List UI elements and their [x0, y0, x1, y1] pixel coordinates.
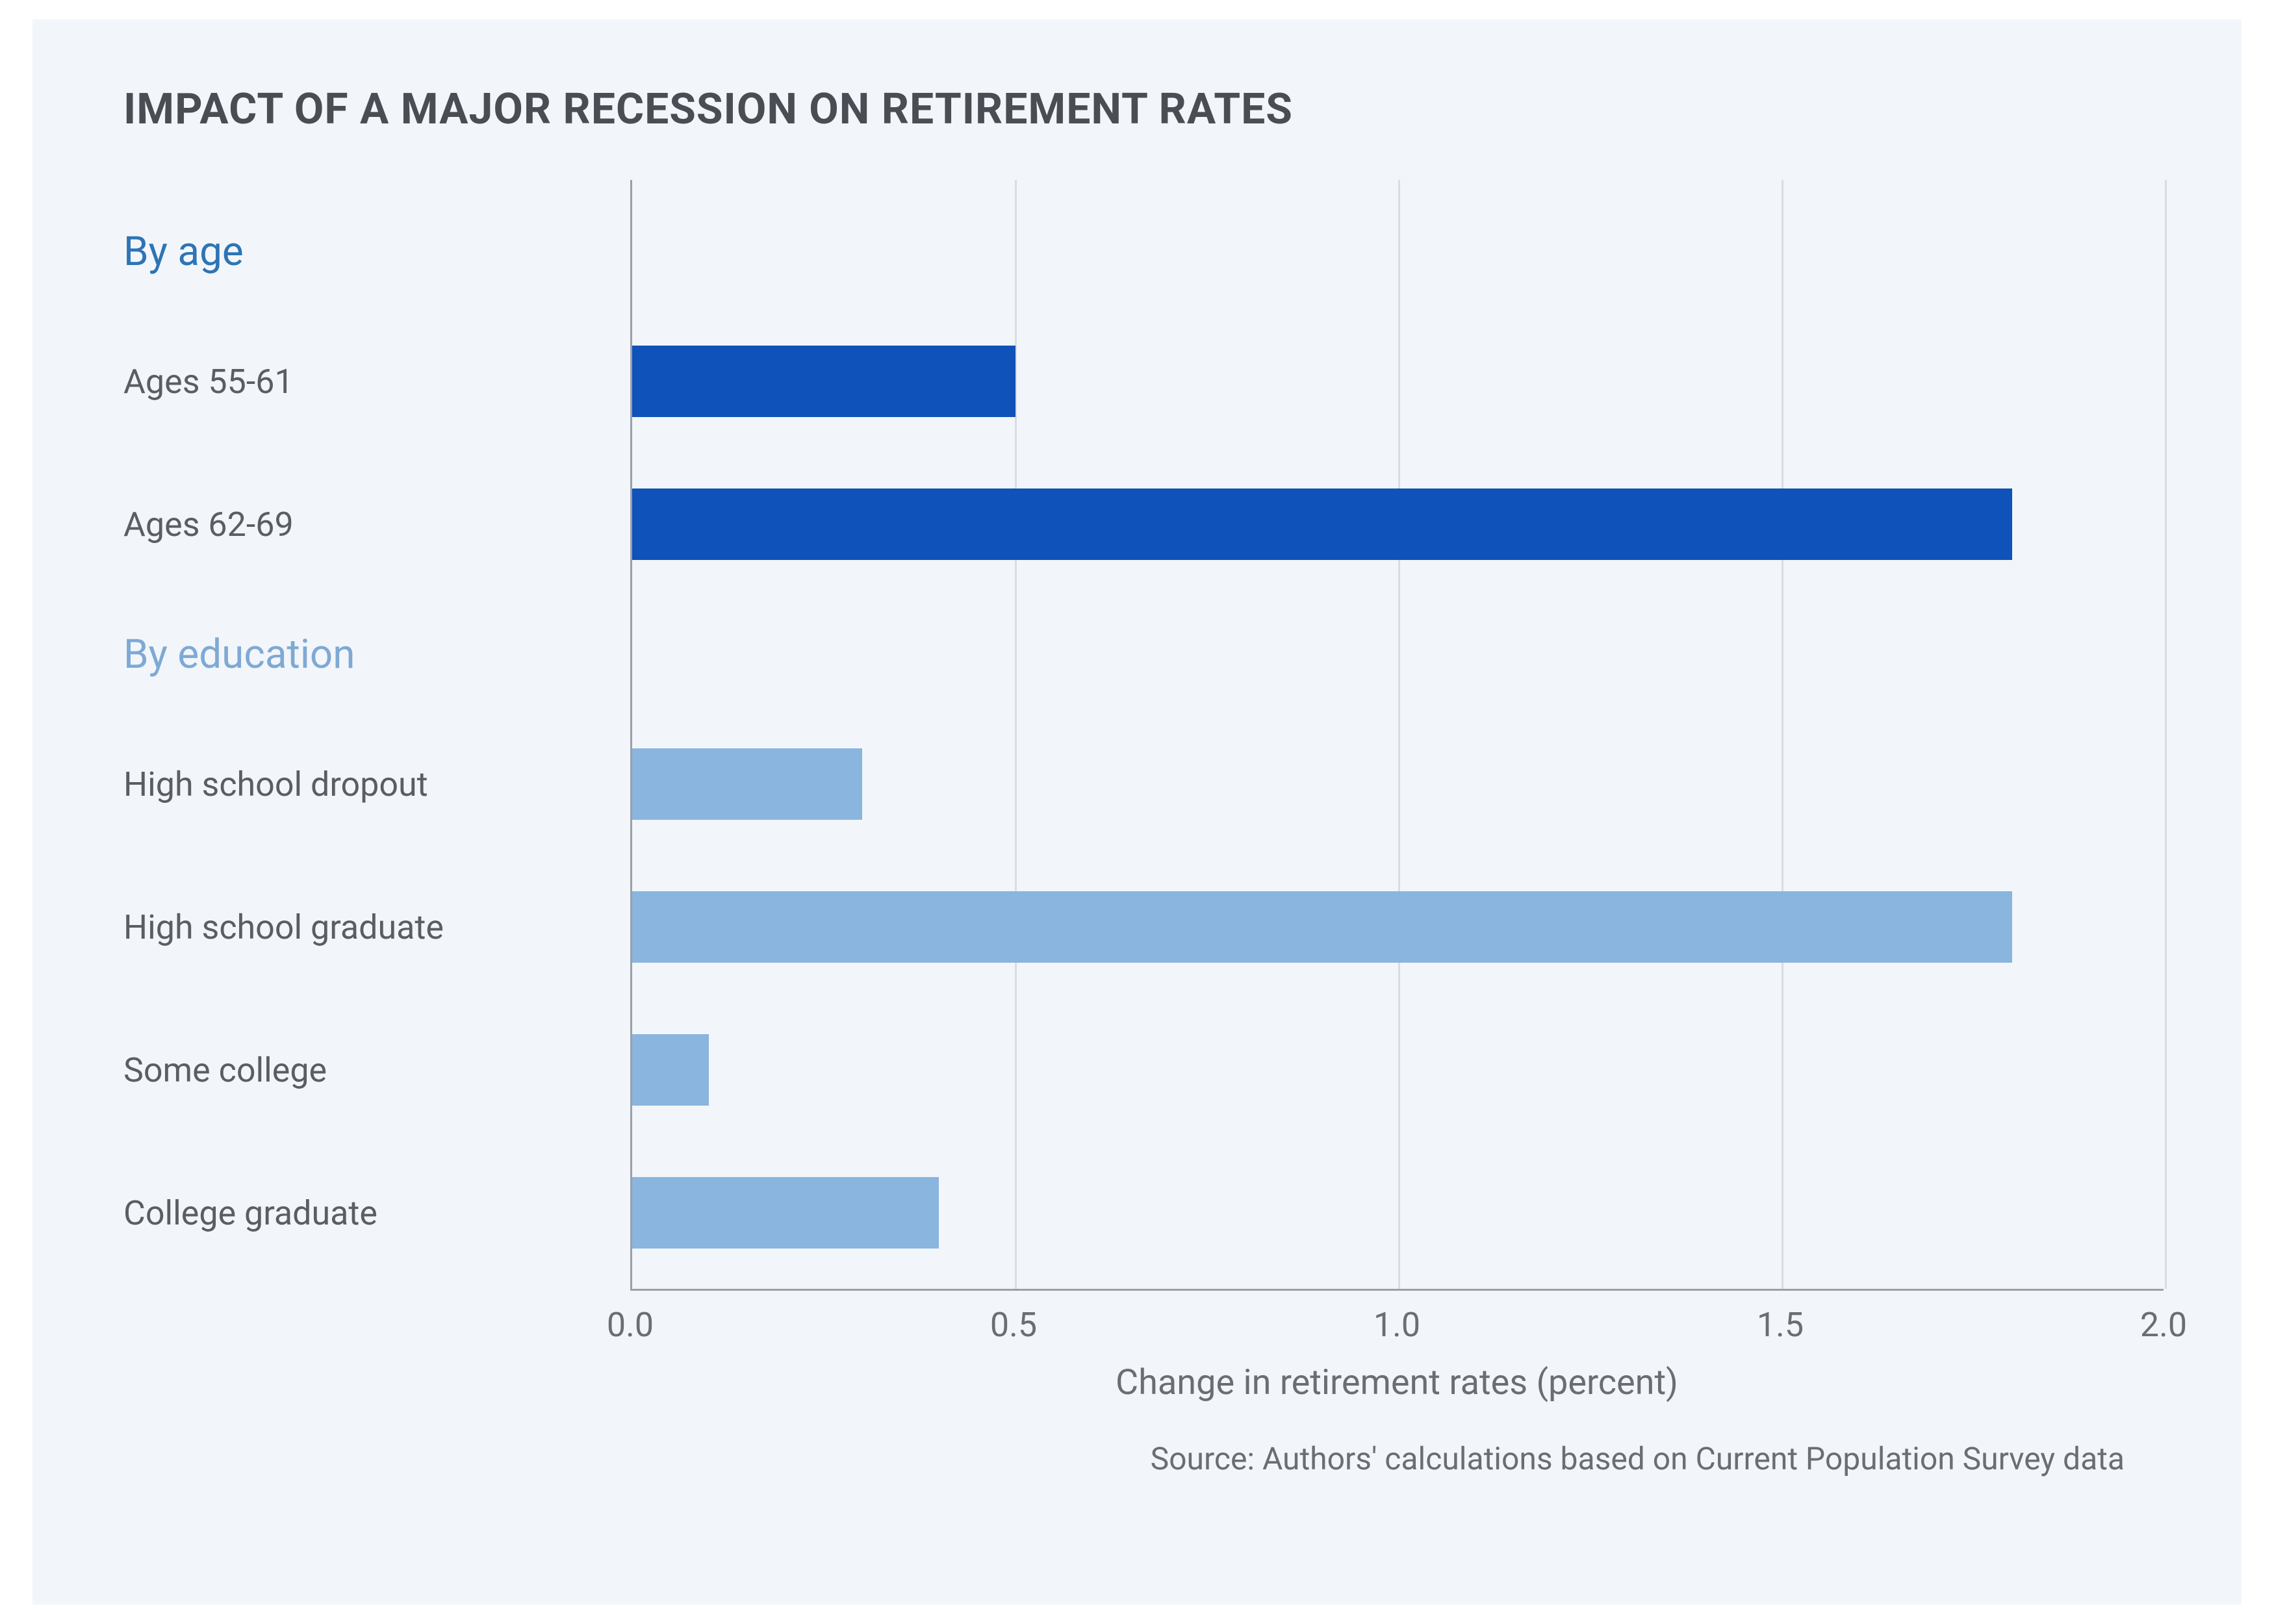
- bar-row: Some college: [123, 998, 2164, 1141]
- x-tick-label: 0.0: [607, 1305, 654, 1345]
- group-header-row: By education: [123, 596, 2164, 713]
- category-label: Ages 55-61: [123, 362, 611, 401]
- x-tick-label: 0.5: [990, 1305, 1037, 1345]
- category-label: College graduate: [123, 1193, 611, 1233]
- x-axis-label: Change in retirement rates (percent): [1116, 1362, 1678, 1403]
- group-header: By education: [123, 631, 611, 678]
- group-header-row: By age: [123, 193, 2164, 310]
- category-label: High school graduate: [123, 907, 611, 947]
- bar-row: High school dropout: [123, 713, 2164, 856]
- category-label: High school dropout: [123, 765, 611, 804]
- gridline: [2165, 180, 2167, 1289]
- bar-row: High school graduate: [123, 856, 2164, 998]
- plot-wrap: By age Ages 55-61 Ages 62-69 By education Hi…: [123, 180, 2164, 1291]
- chart-card: IMPACT OF A MAJOR RECESSION ON RETIREMEN…: [32, 19, 2242, 1605]
- chart-title: IMPACT OF A MAJOR RECESSION ON RETIREMEN…: [123, 84, 2170, 134]
- x-tick-label: 1.0: [1373, 1305, 1420, 1345]
- bar-row: Ages 62-69: [123, 453, 2164, 596]
- group-header: By age: [123, 228, 611, 275]
- x-tick-label: 1.5: [1757, 1305, 1804, 1345]
- category-label: Ages 62-69: [123, 505, 611, 544]
- source-note: Source: Authors' calculations based on C…: [1151, 1440, 2125, 1477]
- bar-row: Ages 55-61: [123, 310, 2164, 453]
- x-tick-label: 2.0: [2140, 1305, 2187, 1345]
- category-label: Some college: [123, 1050, 611, 1090]
- bar-row: College graduate: [123, 1141, 2164, 1284]
